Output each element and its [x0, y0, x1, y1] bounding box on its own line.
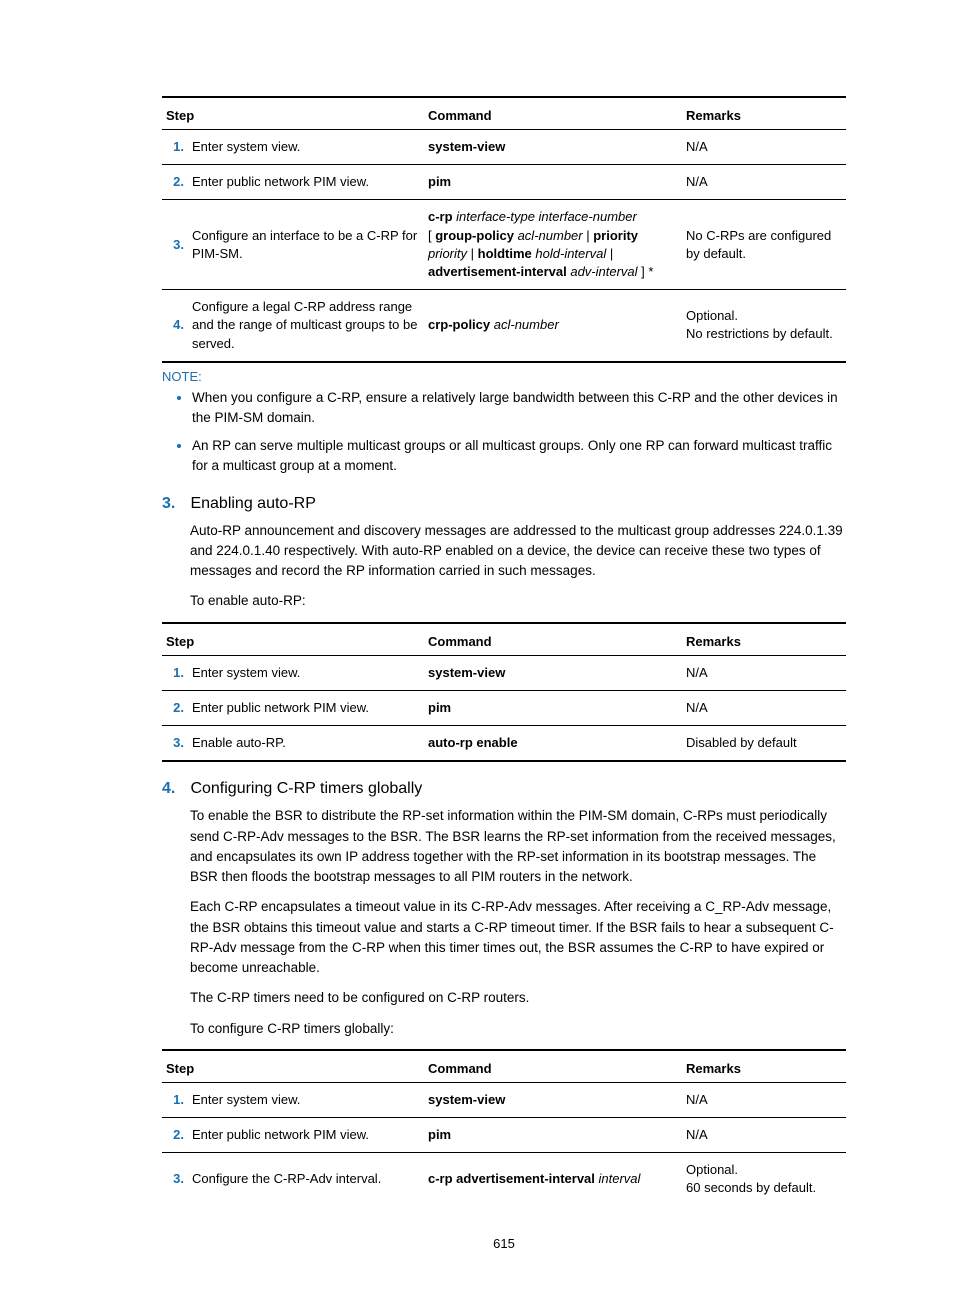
command-text: auto-rp enable — [424, 726, 682, 760]
step-number: 3. — [162, 1153, 188, 1205]
command-text: crp-policy acl-number — [424, 290, 682, 361]
table-row: 3.Configure the C-RP-Adv interval.c-rp a… — [162, 1153, 846, 1205]
table-row: 3.Enable auto-RP.auto-rp enableDisabled … — [162, 726, 846, 760]
step-text: Configure an interface to be a C-RP for … — [188, 200, 424, 289]
th-remarks: Remarks — [682, 102, 846, 129]
remarks-text: Optional.60 seconds by default. — [682, 1153, 846, 1205]
command-text: system-view — [424, 1083, 682, 1117]
paragraph: The C-RP timers need to be configured on… — [190, 988, 846, 1008]
th-remarks: Remarks — [682, 1055, 846, 1082]
paragraph: To enable the BSR to distribute the RP-s… — [190, 806, 846, 887]
remarks-text: Disabled by default — [682, 726, 846, 760]
paragraph: Auto-RP announcement and discovery messa… — [190, 521, 846, 582]
step-text: Configure a legal C-RP address range and… — [188, 290, 424, 361]
remarks-text: Optional.No restrictions by default. — [682, 290, 846, 361]
table-head: Step Command Remarks — [162, 102, 846, 130]
step-text: Enter system view. — [188, 1083, 424, 1117]
command-text: system-view — [424, 130, 682, 164]
remarks-text: N/A — [682, 691, 846, 725]
paragraph: To configure C-RP timers globally: — [190, 1019, 846, 1039]
step-number: 1. — [162, 130, 188, 164]
step-text: Enter public network PIM view. — [188, 1118, 424, 1152]
step-text: Enter public network PIM view. — [188, 691, 424, 725]
command-text: system-view — [424, 656, 682, 690]
page-number: 615 — [162, 1236, 846, 1251]
table-row: 1.Enter system view.system-viewN/A — [162, 656, 846, 690]
table-crp-timers: Step Command Remarks 1.Enter system view… — [162, 1055, 846, 1206]
step-text: Enter system view. — [188, 656, 424, 690]
section-heading: 4. Configuring C-RP timers globally — [162, 780, 846, 798]
table-row: 2.Enter public network PIM view.pimN/A — [162, 1118, 846, 1152]
command-text: c-rp interface-type interface-number[ gr… — [424, 200, 682, 289]
note-item: An RP can serve multiple multicast group… — [192, 436, 846, 477]
command-text: c-rp advertisement-interval interval — [424, 1153, 682, 1205]
remarks-text: N/A — [682, 165, 846, 199]
note-list: When you configure a C-RP, ensure a rela… — [162, 388, 846, 477]
table-body: 1.Enter system view.system-viewN/A2.Ente… — [162, 656, 846, 761]
step-text: Enable auto-RP. — [188, 726, 424, 760]
remarks-text: N/A — [682, 656, 846, 690]
th-remarks: Remarks — [682, 628, 846, 655]
section-title: Configuring C-RP timers globally — [190, 780, 422, 797]
table-row: 1.Enter system view.system-viewN/A — [162, 1083, 846, 1117]
rule — [162, 1049, 846, 1051]
remarks-text: N/A — [682, 130, 846, 164]
table-row: 4.Configure a legal C-RP address range a… — [162, 290, 846, 361]
rule — [162, 361, 846, 363]
table-row: 2.Enter public network PIM view.pimN/A — [162, 691, 846, 725]
note-item: When you configure a C-RP, ensure a rela… — [192, 388, 846, 429]
table-crp-config: Step Command Remarks 1.Enter system view… — [162, 102, 846, 361]
command-text: pim — [424, 165, 682, 199]
step-number: 1. — [162, 1083, 188, 1117]
remarks-text: N/A — [682, 1118, 846, 1152]
step-text: Enter system view. — [188, 130, 424, 164]
table-autorp: Step Command Remarks 1.Enter system view… — [162, 628, 846, 761]
step-number: 1. — [162, 656, 188, 690]
step-number: 3. — [162, 200, 188, 289]
section-heading: 3. Enabling auto-RP — [162, 495, 846, 513]
remarks-text: N/A — [682, 1083, 846, 1117]
paragraph: Each C-RP encapsulates a timeout value i… — [190, 897, 846, 978]
section-num: 4. — [162, 780, 186, 798]
th-command: Command — [424, 1055, 682, 1082]
rule — [162, 96, 846, 98]
step-number: 2. — [162, 1118, 188, 1152]
table-body: 1.Enter system view.system-viewN/A2.Ente… — [162, 130, 846, 361]
section-num: 3. — [162, 495, 186, 513]
step-text: Enter public network PIM view. — [188, 165, 424, 199]
note-label: NOTE: — [162, 369, 846, 384]
th-step: Step — [162, 628, 424, 655]
section-title: Enabling auto-RP — [190, 495, 315, 512]
step-text: Configure the C-RP-Adv interval. — [188, 1153, 424, 1205]
rule — [162, 622, 846, 624]
step-number: 2. — [162, 165, 188, 199]
command-text: pim — [424, 1118, 682, 1152]
rule — [162, 760, 846, 762]
page: Step Command Remarks 1.Enter system view… — [0, 0, 954, 1296]
table-body: 1.Enter system view.system-viewN/A2.Ente… — [162, 1083, 846, 1206]
step-number: 3. — [162, 726, 188, 760]
th-step: Step — [162, 1055, 424, 1082]
step-number: 4. — [162, 290, 188, 361]
th-command: Command — [424, 102, 682, 129]
th-step: Step — [162, 102, 424, 129]
paragraph: To enable auto-RP: — [190, 591, 846, 611]
command-text: pim — [424, 691, 682, 725]
table-row: 3.Configure an interface to be a C-RP fo… — [162, 200, 846, 289]
remarks-text: No C-RPs are configured by default. — [682, 200, 846, 289]
th-command: Command — [424, 628, 682, 655]
step-number: 2. — [162, 691, 188, 725]
table-row: 2.Enter public network PIM view.pimN/A — [162, 165, 846, 199]
table-row: 1.Enter system view.system-viewN/A — [162, 130, 846, 164]
